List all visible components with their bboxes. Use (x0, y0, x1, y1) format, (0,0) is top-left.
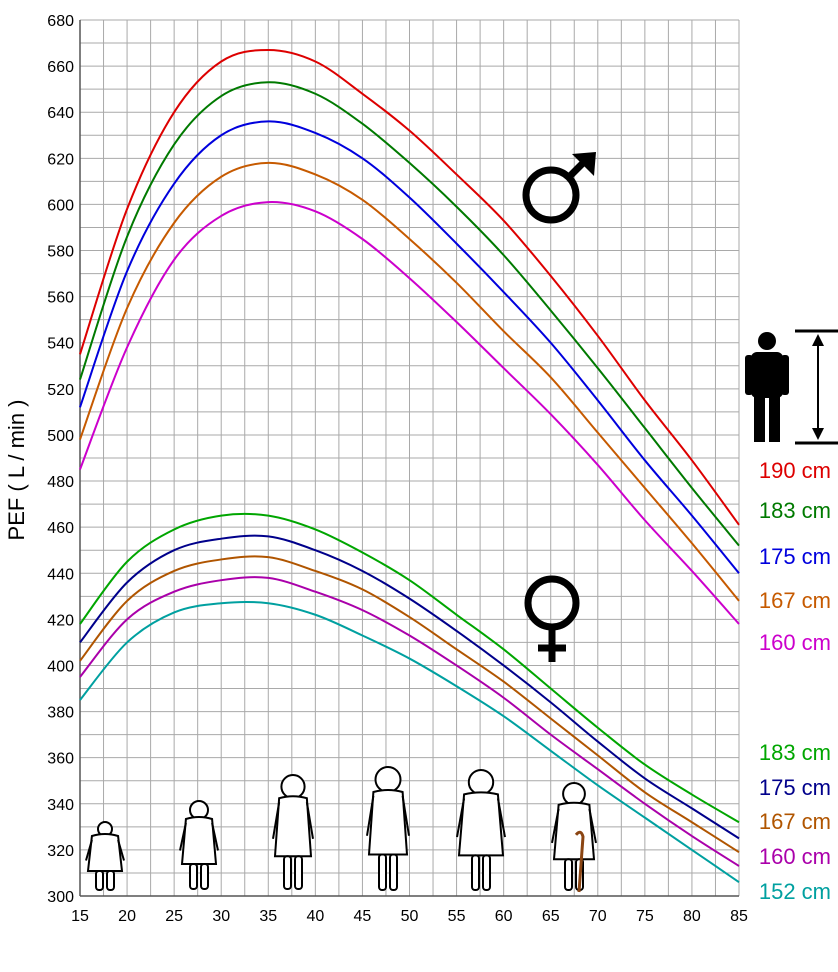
chart-series-lines (79, 48, 740, 883)
age-figure-icon (85, 821, 125, 891)
x-tick-label: 70 (589, 908, 607, 925)
y-tick-label: 660 (47, 59, 74, 76)
x-tick-label: 50 (401, 908, 419, 925)
x-tick-label: 25 (165, 908, 183, 925)
x-tick-label: 80 (683, 908, 701, 925)
y-tick-label: 540 (47, 336, 74, 353)
age-figure-icon (366, 766, 410, 891)
x-tick-label: 15 (71, 908, 89, 925)
male-legend-entry: 160 cm (759, 630, 831, 655)
x-tick-label: 20 (118, 908, 136, 925)
height-arrow (795, 329, 838, 445)
y-tick-label: 340 (47, 797, 74, 814)
y-tick-label: 460 (47, 520, 74, 537)
female-legend-entry: 152 cm (759, 879, 831, 904)
male-series-167cm (79, 161, 740, 602)
y-tick-label: 360 (47, 751, 74, 768)
female-series-160cm (79, 576, 740, 867)
age-figure-icon (179, 800, 219, 890)
age-silhouettes (85, 766, 597, 893)
female-legend-entry: 183 cm (759, 740, 831, 765)
y-tick-label: 640 (47, 105, 74, 122)
female-series-167cm (79, 555, 740, 854)
y-tick-label: 420 (47, 612, 74, 629)
female-legend-entry: 160 cm (759, 844, 831, 869)
y-tick-label: 480 (47, 474, 74, 491)
x-tick-label: 60 (495, 908, 513, 925)
y-tick-label: 320 (47, 843, 74, 860)
y-tick-label: 380 (47, 705, 74, 722)
male-legend-entry: 167 cm (759, 588, 831, 613)
female-series-175cm (79, 534, 740, 840)
age-figure-icon (456, 769, 506, 892)
x-tick-label: 85 (730, 908, 748, 925)
y-tick-label: 620 (47, 151, 74, 168)
x-tick-label: 75 (636, 908, 654, 925)
y-tick-label: 680 (47, 13, 74, 30)
y-tick-label: 440 (47, 566, 74, 583)
y-tick-label: 500 (47, 428, 74, 445)
chart-tick-labels: 300 320 340 360 380 400 420 440 460 480 500 520 540 5… (47, 13, 748, 925)
female-legend-entry: 167 cm (759, 809, 831, 834)
female-legend-entry: 175 cm (759, 775, 831, 800)
male-series-190cm (79, 48, 740, 526)
male-legend-entry: 175 cm (759, 544, 831, 569)
y-tick-label: 300 (47, 889, 74, 906)
y-tick-label: 400 (47, 658, 74, 675)
x-tick-label: 65 (542, 908, 560, 925)
y-tick-label: 580 (47, 244, 74, 261)
age-figure-icon (551, 782, 597, 893)
y-tick-label: 600 (47, 197, 74, 214)
male-legend-entry: 190 cm (759, 458, 831, 483)
y-axis-label: PEF ( L / min ) (4, 400, 29, 541)
x-tick-label: 55 (448, 908, 466, 925)
female-series-152cm (79, 600, 740, 883)
y-tick-label: 560 (47, 290, 74, 307)
male-series-183cm (79, 81, 740, 547)
age-figure-icon (272, 774, 314, 891)
y-tick-label: 520 (47, 382, 74, 399)
female-series-183cm (79, 512, 740, 824)
female-symbol (524, 575, 580, 662)
male-symbol (522, 152, 596, 224)
chart-legend: 190 cm 183 cm 175 cm 167 cm 160 cm 183 cm 175 … (759, 458, 831, 904)
x-tick-label: 30 (212, 908, 230, 925)
x-tick-label: 35 (259, 908, 277, 925)
male-series-175cm (79, 120, 740, 574)
standing-person-icon (745, 332, 789, 442)
male-series-160cm (79, 201, 740, 625)
chart-grid (79, 19, 740, 897)
chart-axes (79, 20, 739, 897)
male-legend-entry: 183 cm (759, 498, 831, 523)
x-tick-label: 40 (306, 908, 324, 925)
x-tick-label: 45 (354, 908, 372, 925)
